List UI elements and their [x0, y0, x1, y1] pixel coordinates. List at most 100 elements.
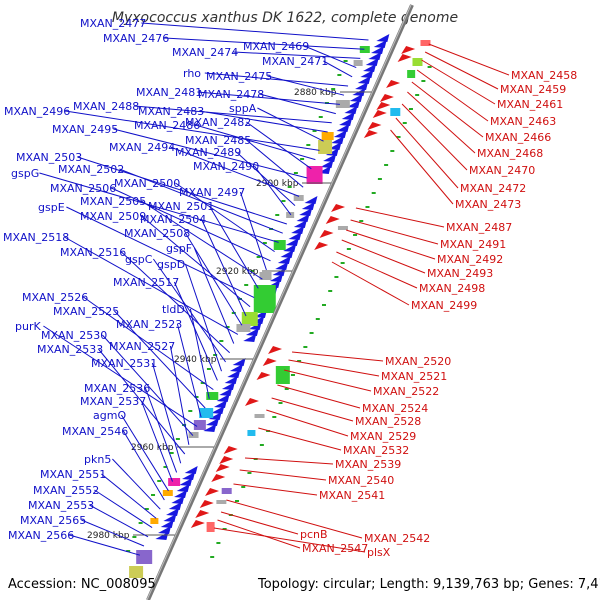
- reverse-gene-arrow[interactable]: [397, 54, 412, 62]
- right-gene-label[interactable]: MXAN_2468: [477, 147, 543, 160]
- right-gene-label[interactable]: MXAN_2522: [373, 385, 439, 398]
- left-gene-label[interactable]: MXAN_2506: [50, 182, 116, 195]
- forward-gene-arrow[interactable]: [363, 64, 377, 72]
- left-gene-label[interactable]: MXAN_2504: [140, 213, 206, 226]
- forward-gene-arrow[interactable]: [333, 130, 347, 138]
- forward-gene-arrow[interactable]: [349, 94, 363, 102]
- right-gene-label[interactable]: pcnB: [300, 528, 328, 541]
- left-gene-label[interactable]: MXAN_2485: [185, 134, 251, 147]
- forward-gene-arrow[interactable]: [232, 358, 246, 366]
- gene-feature-block[interactable]: [337, 226, 348, 230]
- left-gene-label[interactable]: gspG: [11, 167, 39, 180]
- forward-gene-arrow[interactable]: [211, 406, 225, 414]
- gene-feature-block[interactable]: [353, 60, 363, 66]
- forward-gene-arrow[interactable]: [213, 400, 227, 408]
- left-gene-label[interactable]: MXAN_2518: [3, 231, 69, 244]
- left-gene-label[interactable]: MXAN_2566: [8, 529, 74, 542]
- reverse-gene-arrow[interactable]: [195, 510, 210, 518]
- gene-feature-block[interactable]: [335, 100, 350, 108]
- left-gene-label[interactable]: tldD: [162, 303, 185, 316]
- left-gene-label[interactable]: MXAN_2517: [113, 276, 179, 289]
- forward-gene-arrow[interactable]: [277, 256, 291, 264]
- forward-gene-arrow[interactable]: [376, 34, 390, 42]
- forward-gene-arrow[interactable]: [291, 226, 305, 234]
- forward-gene-arrow[interactable]: [365, 58, 379, 66]
- forward-gene-arrow[interactable]: [229, 364, 243, 372]
- right-gene-label[interactable]: MXAN_2532: [343, 444, 409, 457]
- left-gene-label[interactable]: MXAN_2469: [243, 40, 309, 53]
- reverse-gene-arrow[interactable]: [268, 346, 283, 354]
- left-gene-label[interactable]: MXAN_2565: [20, 514, 86, 527]
- reverse-gene-arrow[interactable]: [205, 488, 220, 496]
- left-gene-label[interactable]: gspE: [38, 201, 65, 214]
- reverse-gene-arrow[interactable]: [314, 242, 329, 250]
- forward-gene-arrow[interactable]: [280, 250, 294, 258]
- reverse-gene-arrow[interactable]: [379, 94, 394, 102]
- gene-feature-block[interactable]: [293, 195, 304, 201]
- gene-feature-block[interactable]: [162, 490, 173, 496]
- right-gene-label[interactable]: MXAN_2540: [328, 474, 394, 487]
- forward-gene-arrow[interactable]: [168, 502, 182, 510]
- left-gene-label[interactable]: MXAN_2508: [124, 227, 190, 240]
- forward-gene-arrow[interactable]: [243, 334, 257, 342]
- gene-feature-block[interactable]: [359, 46, 370, 53]
- left-gene-label[interactable]: MXAN_2503: [16, 151, 82, 164]
- reverse-gene-arrow[interactable]: [363, 130, 378, 138]
- gene-feature-block[interactable]: [306, 166, 323, 184]
- forward-gene-arrow[interactable]: [336, 124, 350, 132]
- forward-gene-arrow[interactable]: [224, 376, 238, 384]
- forward-gene-arrow[interactable]: [227, 370, 241, 378]
- gene-feature-block[interactable]: [193, 420, 206, 430]
- forward-gene-arrow[interactable]: [355, 82, 369, 90]
- gene-feature-block[interactable]: [188, 432, 199, 438]
- forward-gene-arrow[interactable]: [179, 478, 193, 486]
- left-gene-label[interactable]: MXAN_2481: [136, 86, 202, 99]
- right-gene-label[interactable]: MXAN_2528: [355, 415, 421, 428]
- reverse-gene-arrow[interactable]: [262, 358, 277, 366]
- forward-gene-arrow[interactable]: [174, 490, 188, 498]
- gene-feature-block[interactable]: [273, 240, 286, 250]
- left-gene-label[interactable]: MXAN_2489: [175, 146, 241, 159]
- forward-gene-arrow[interactable]: [245, 328, 259, 336]
- left-gene-label[interactable]: MXAN_2501: [148, 200, 214, 213]
- reverse-gene-arrow[interactable]: [223, 446, 238, 454]
- left-gene-label[interactable]: MXAN_2530: [41, 329, 107, 342]
- forward-gene-arrow[interactable]: [288, 232, 302, 240]
- reverse-gene-arrow[interactable]: [244, 398, 259, 406]
- reverse-gene-arrow[interactable]: [325, 216, 340, 224]
- gene-feature-block[interactable]: [241, 312, 258, 326]
- right-gene-label[interactable]: MXAN_2524: [362, 402, 428, 415]
- reverse-gene-arrow[interactable]: [219, 456, 234, 464]
- right-gene-label[interactable]: MXAN_2499: [411, 299, 477, 312]
- right-gene-label[interactable]: MXAN_2473: [455, 198, 521, 211]
- right-gene-label[interactable]: MXAN_2487: [446, 221, 512, 234]
- forward-gene-arrow[interactable]: [360, 70, 374, 78]
- forward-gene-arrow[interactable]: [155, 532, 169, 540]
- right-gene-label[interactable]: MXAN_2463: [490, 115, 556, 128]
- forward-gene-arrow[interactable]: [158, 526, 172, 534]
- left-gene-label[interactable]: MXAN_2531: [91, 357, 157, 370]
- forward-gene-arrow[interactable]: [221, 382, 235, 390]
- gene-feature-block[interactable]: [206, 522, 215, 532]
- forward-gene-arrow[interactable]: [371, 46, 385, 54]
- reverse-gene-arrow[interactable]: [331, 204, 346, 212]
- forward-gene-arrow[interactable]: [219, 388, 233, 396]
- right-gene-label[interactable]: MXAN_2492: [437, 253, 503, 266]
- left-gene-label[interactable]: MXAN_2552: [33, 484, 99, 497]
- left-gene-label[interactable]: MXAN_2490: [193, 160, 259, 173]
- gene-feature-block[interactable]: [168, 478, 181, 486]
- forward-gene-arrow[interactable]: [171, 496, 185, 504]
- forward-gene-arrow[interactable]: [331, 136, 345, 144]
- gene-feature-block[interactable]: [321, 132, 334, 140]
- forward-gene-arrow[interactable]: [285, 238, 299, 246]
- forward-gene-arrow[interactable]: [176, 484, 190, 492]
- forward-gene-arrow[interactable]: [368, 52, 382, 60]
- forward-gene-arrow[interactable]: [301, 202, 315, 210]
- forward-gene-arrow[interactable]: [341, 112, 355, 120]
- reverse-gene-arrow[interactable]: [401, 46, 416, 54]
- forward-gene-arrow[interactable]: [304, 196, 318, 204]
- forward-gene-arrow[interactable]: [347, 100, 361, 108]
- right-gene-label[interactable]: MXAN_2521: [381, 370, 447, 383]
- forward-gene-arrow[interactable]: [269, 274, 283, 282]
- reverse-gene-arrow[interactable]: [372, 110, 387, 118]
